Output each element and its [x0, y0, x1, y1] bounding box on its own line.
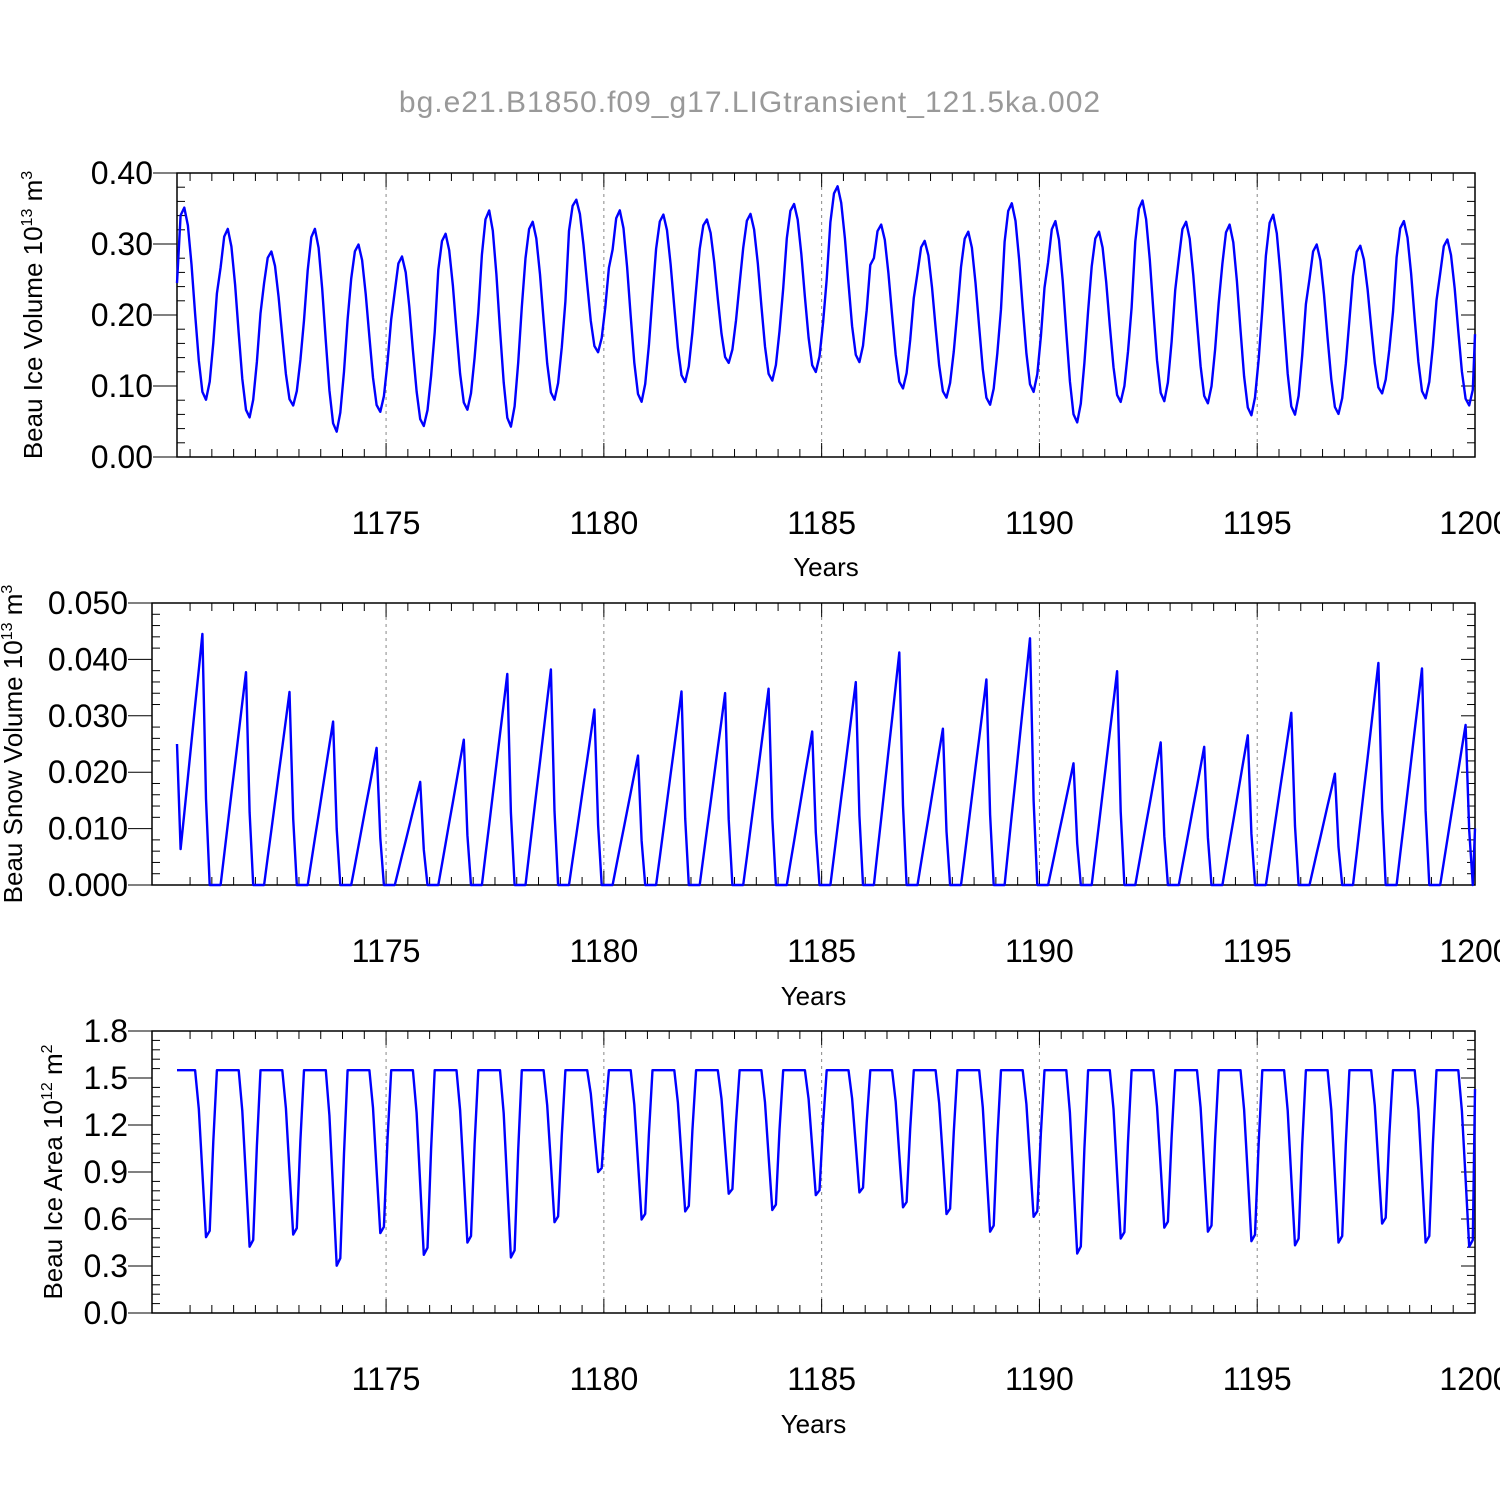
x-tick-label: 1195 [1223, 933, 1292, 969]
panel-1: 0.00 0.10 0.20 0.30 0.40 1175 1180 1185 1190 1195… [18, 155, 1500, 582]
x-axis-label: Years [793, 552, 859, 582]
y-axis-label: Beau Ice Area 1012 m2 [38, 1044, 68, 1299]
y-tick-label: 0.30 [91, 226, 153, 262]
x-tick-label: 1200 [1439, 933, 1500, 969]
y-tick-label: 0.040 [48, 641, 128, 677]
x-tick-label: 1180 [569, 1361, 638, 1397]
y-axis-label-part: 2 [39, 1044, 56, 1053]
y-tick-label: 0.40 [91, 155, 153, 191]
y-axis-label-part: 13 [19, 209, 36, 227]
y-tick-label: 1.8 [84, 1013, 128, 1049]
y-axis-label-part: Beau Ice Area 10 [38, 1100, 68, 1299]
y-axis-label-part: m [38, 1053, 68, 1082]
series-line [175, 185, 1477, 433]
y-axis-label: Beau Snow Volume 1013 m3 [0, 585, 28, 904]
y-axis-label-part: Beau Snow Volume 10 [0, 640, 28, 903]
x-tick-label: 1175 [352, 933, 421, 969]
y-tick-label: 0.020 [48, 754, 128, 790]
y-tick-label: 0.000 [48, 867, 128, 903]
y-axis-label-part: 3 [19, 171, 36, 180]
x-tick-label: 1175 [352, 1361, 421, 1397]
y-tick-label: 0.0 [84, 1295, 128, 1331]
x-tick-label: 1185 [787, 933, 856, 969]
plot-frame [176, 172, 1476, 458]
x-tick-label: 1180 [569, 933, 638, 969]
panel-2: 0.000 0.010 0.020 0.030 0.040 0.050 1175 1180 11… [0, 585, 1500, 1011]
y-tick-label: 0.20 [91, 297, 153, 333]
y-tick-label: 1.2 [84, 1107, 128, 1143]
x-tick-label: 1190 [1005, 505, 1074, 541]
plot-frame [151, 602, 1476, 886]
y-tick-label: 0.010 [48, 811, 128, 847]
y-axis-label-part: Beau Ice Volume 10 [18, 226, 48, 459]
x-tick-label: 1180 [569, 505, 638, 541]
y-tick-label: 0.3 [84, 1248, 128, 1284]
x-tick-label: 1200 [1439, 1361, 1500, 1397]
x-tick-label: 1195 [1223, 1361, 1292, 1397]
y-tick-label: 0.10 [91, 368, 153, 404]
y-axis-label: Beau Ice Volume 1013 m3 [18, 171, 48, 459]
y-axis-label-part: m [0, 594, 28, 623]
y-tick-label: 1.5 [84, 1060, 128, 1096]
y-axis-label-part: 13 [0, 622, 16, 640]
y-tick-label: 0.030 [48, 698, 128, 734]
x-tick-label: 1175 [352, 505, 421, 541]
y-axis-label-part: 3 [0, 585, 16, 594]
x-tick-label: 1185 [787, 1361, 856, 1397]
y-tick-label: 0.00 [91, 439, 153, 475]
y-axis-label-part: m [18, 180, 48, 209]
x-axis-label: Years [781, 1409, 847, 1439]
x-tick-label: 1190 [1005, 1361, 1074, 1397]
x-tick-label: 1190 [1005, 933, 1074, 969]
y-tick-label: 0.050 [48, 585, 128, 621]
y-tick-label: 0.9 [84, 1154, 128, 1190]
y-tick-label: 0.6 [84, 1201, 128, 1237]
x-tick-label: 1185 [787, 505, 856, 541]
figure-title: bg.e21.B1850.f09_g17.LIGtransient_121.5k… [399, 86, 1101, 119]
x-axis-label: Years [781, 981, 847, 1011]
panel-3: 0.0 0.3 0.6 0.9 1.2 1.5 1.8 1175 1180 1185 1190 119… [38, 1013, 1500, 1439]
series-line [175, 632, 1477, 887]
x-tick-label: 1200 [1439, 505, 1500, 541]
x-tick-label: 1195 [1223, 505, 1292, 541]
series-line [177, 1069, 1477, 1267]
y-axis-label-part: 12 [39, 1082, 56, 1100]
